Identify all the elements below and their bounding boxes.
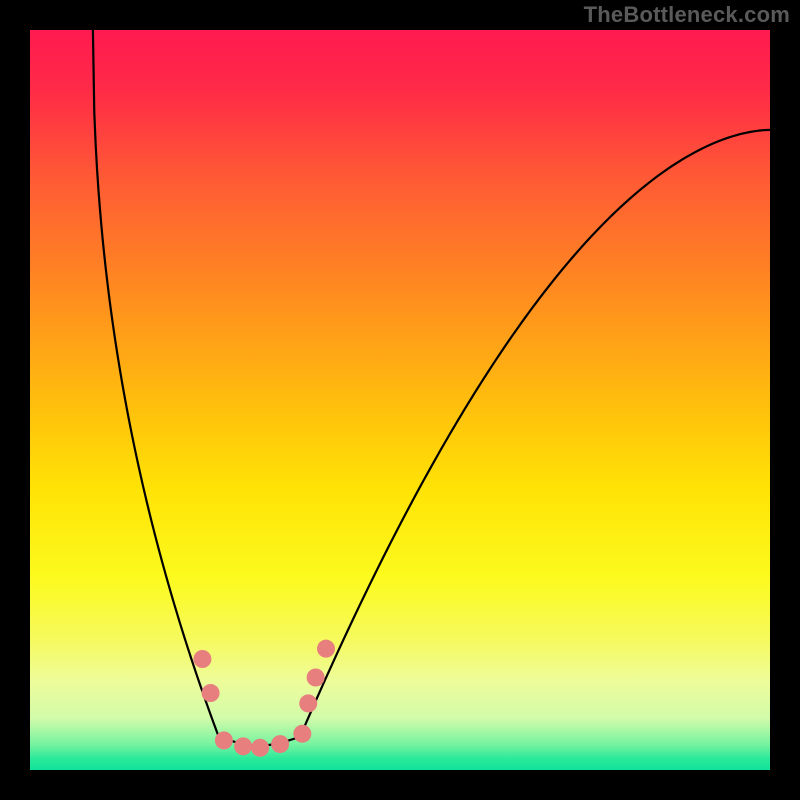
marker-point bbox=[307, 669, 325, 687]
bottleneck-chart bbox=[0, 0, 800, 800]
watermark-text: TheBottleneck.com bbox=[584, 2, 790, 28]
marker-point bbox=[193, 650, 211, 668]
marker-point bbox=[271, 735, 289, 753]
chart-container: TheBottleneck.com bbox=[0, 0, 800, 800]
marker-point bbox=[202, 684, 220, 702]
marker-point bbox=[317, 640, 335, 658]
marker-point bbox=[234, 737, 252, 755]
marker-point bbox=[251, 739, 269, 757]
gradient-panel bbox=[30, 30, 770, 770]
marker-point bbox=[293, 725, 311, 743]
marker-point bbox=[299, 694, 317, 712]
marker-point bbox=[215, 731, 233, 749]
